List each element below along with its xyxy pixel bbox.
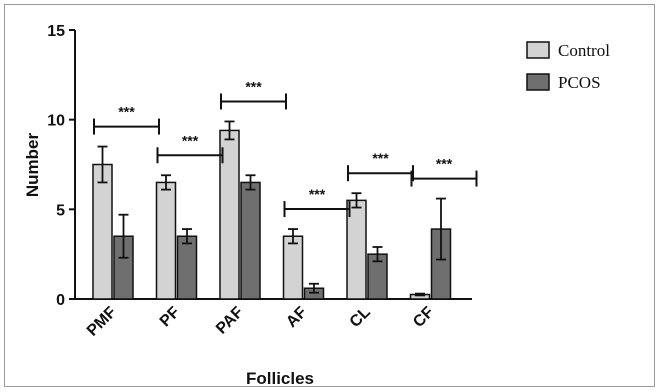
x-tick-label-cl: CL <box>347 304 374 331</box>
bar-control-af <box>282 235 304 300</box>
significance-label: *** <box>182 132 199 148</box>
chart-axes <box>74 30 472 300</box>
bar-pcos-paf <box>240 181 261 300</box>
significance-markers: *** *** *** *** *** *** <box>93 78 478 218</box>
bars <box>92 129 452 300</box>
bar-pcos-pf <box>176 235 198 300</box>
significance-label: *** <box>436 156 453 172</box>
significance-label: *** <box>309 186 326 202</box>
legend-swatch-pcos <box>526 73 550 91</box>
x-tick-label-cf: CF <box>410 304 437 331</box>
y-tick-label: 5 <box>56 202 65 219</box>
significance-label: *** <box>245 78 262 94</box>
significance-label: *** <box>372 150 389 166</box>
x-tick-label-af: AF <box>283 304 310 331</box>
y-tick-label: 0 <box>56 292 65 309</box>
error-bars <box>97 120 446 297</box>
legend-swatch-control <box>526 41 550 59</box>
y-ticks: 0 5 10 15 <box>47 23 75 309</box>
significance-label: *** <box>118 104 135 120</box>
x-tick-label-pmf: PMF <box>84 304 120 340</box>
bar-control-pf <box>155 181 177 300</box>
y-tick-label: 15 <box>47 23 65 40</box>
bar-control-pmf <box>92 163 113 300</box>
legend: Control PCOS <box>526 41 610 92</box>
x-tick-label-paf: PAF <box>213 304 247 338</box>
x-axis-label: Follicles <box>246 369 314 388</box>
legend-label-control: Control <box>558 41 610 60</box>
y-tick-label: 10 <box>47 113 65 130</box>
y-axis-label: Number <box>23 133 42 198</box>
x-ticks: PMF PF PAF AF CL CF <box>84 304 438 340</box>
x-tick-label-pf: PF <box>157 304 184 331</box>
legend-label-pcos: PCOS <box>558 73 601 92</box>
